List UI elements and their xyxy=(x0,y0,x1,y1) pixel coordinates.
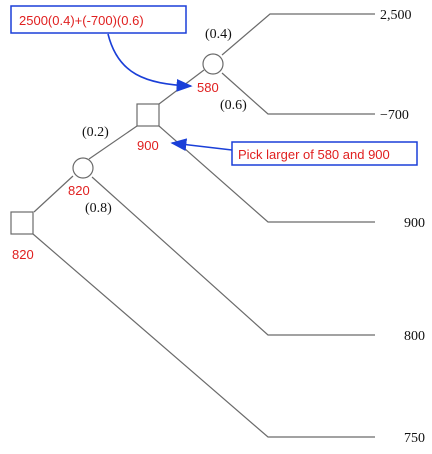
tree-branches xyxy=(33,14,375,437)
payoff-800: 800 xyxy=(404,329,425,344)
prob-top-down: (0.6) xyxy=(220,98,247,113)
formula-annotation: 2500(0.4)+(-700)(0.6) xyxy=(11,6,186,33)
ev-top-chance: 580 xyxy=(197,80,219,95)
top-chance-node xyxy=(203,54,223,74)
payoff-900: 900 xyxy=(404,216,425,231)
ev-mid-chance: 820 xyxy=(68,183,90,198)
prob-top-up: (0.4) xyxy=(205,27,232,42)
branch-mid-to-900 xyxy=(159,126,375,222)
ev-root-decision: 820 xyxy=(12,247,34,262)
payoff-minus-700: −700 xyxy=(380,108,409,123)
pick-arrow xyxy=(172,143,232,150)
root-decision-node xyxy=(11,212,33,234)
branch-top-up xyxy=(222,14,375,55)
prob-mid-up: (0.2) xyxy=(82,125,109,140)
formula-arrow xyxy=(108,34,191,86)
formula-text: 2500(0.4)+(-700)(0.6) xyxy=(19,13,144,28)
mid-decision-node xyxy=(137,104,159,126)
pick-text: Pick larger of 580 and 900 xyxy=(238,147,390,162)
payoff-2500: 2,500 xyxy=(380,8,412,23)
prob-mid-down: (0.8) xyxy=(85,201,112,216)
mid-chance-node xyxy=(73,158,93,178)
pick-annotation: Pick larger of 580 and 900 xyxy=(232,142,417,165)
ev-mid-decision: 900 xyxy=(137,138,159,153)
payoff-750: 750 xyxy=(404,431,425,446)
branch-mid-chance-down xyxy=(92,177,375,335)
